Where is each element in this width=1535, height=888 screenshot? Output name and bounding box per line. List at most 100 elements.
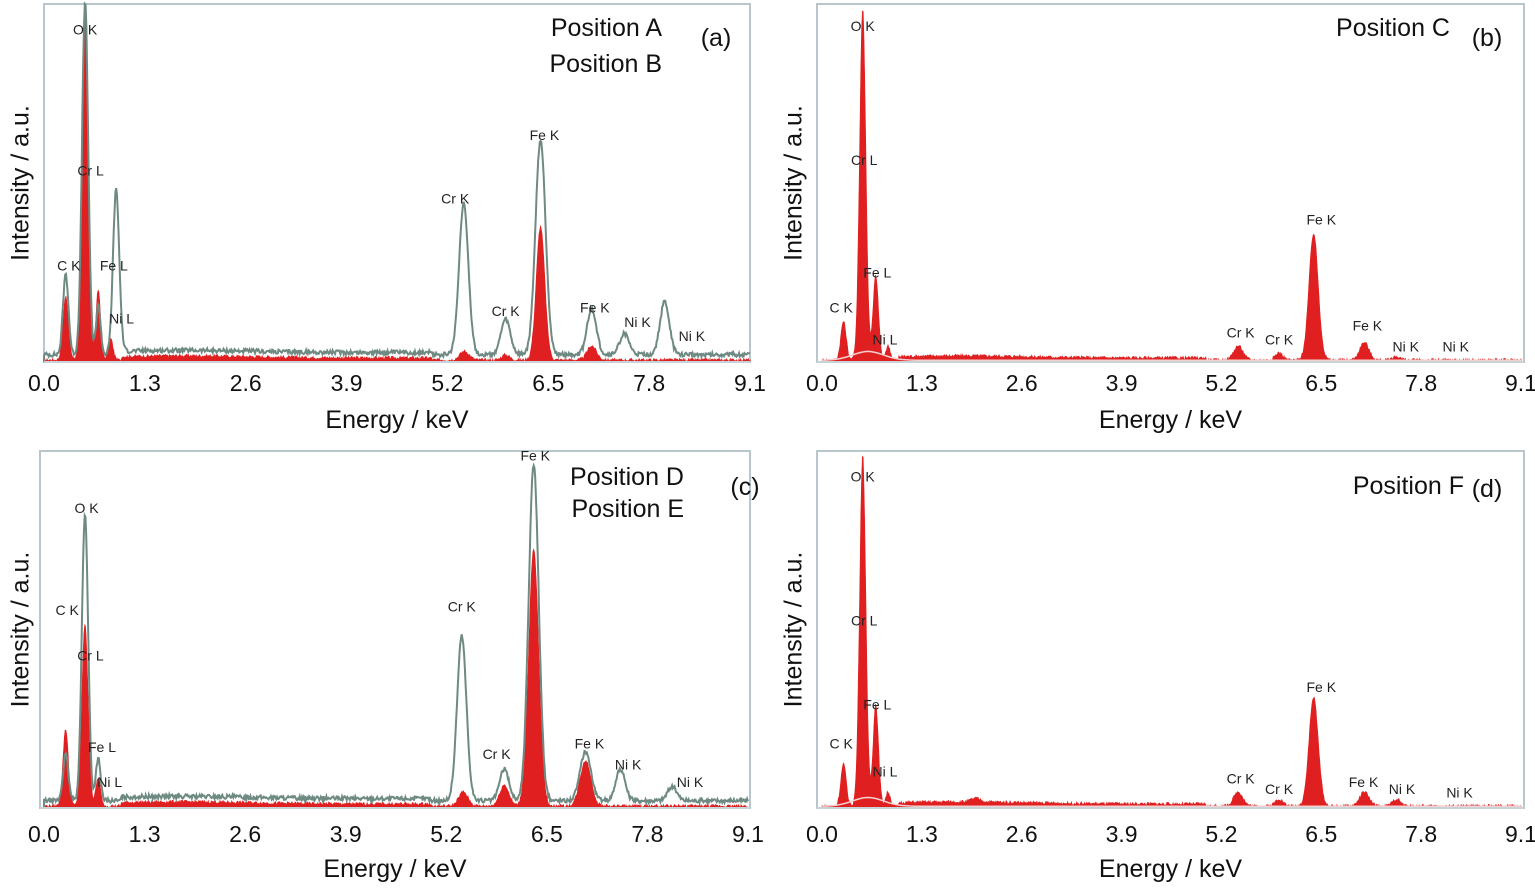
legend-entry: Position B [549, 50, 662, 78]
peak-label: Cr L [851, 152, 878, 168]
peak-label: Fe L [100, 257, 128, 273]
peak-label: Fe L [863, 697, 891, 713]
peak-label: O K [73, 22, 98, 38]
y-axis-title: Intensity / a.u. [7, 105, 35, 261]
x-tick-label: 0.0 [806, 370, 838, 396]
x-tick-label: 7.8 [631, 821, 663, 847]
legend-entry: Position F [1353, 472, 1464, 500]
peak-label: Ni K [1442, 338, 1469, 354]
x-tick-label: 7.8 [1405, 370, 1437, 396]
peak-label: Ni K [677, 774, 704, 790]
series-area-position-a [43, 7, 751, 363]
plot-frame [816, 450, 1525, 809]
peak-label: Ni L [873, 763, 898, 779]
x-tick-label: 2.6 [1006, 370, 1038, 396]
peak-label: Ni L [873, 331, 898, 347]
panel-letter: (d) [1472, 475, 1503, 503]
panel-letter: (a) [701, 24, 732, 52]
x-tick-label: 3.9 [1106, 370, 1138, 396]
x-tick-label: 1.3 [906, 821, 938, 847]
x-axis-title: Energy / keV [323, 855, 466, 883]
background-fit-line [822, 350, 1521, 361]
x-tick-label: 3.9 [330, 821, 362, 847]
peak-label: Cr K [448, 598, 477, 614]
peak-label: Cr K [1265, 331, 1294, 347]
series-area-position-d [43, 548, 749, 809]
series-line-position-e [43, 462, 749, 808]
peak-label: Cr K [483, 746, 512, 762]
x-axis-title: Energy / keV [325, 406, 468, 434]
x-tick-label: 6.5 [1305, 370, 1337, 396]
legend-entry: Position D [570, 463, 684, 491]
panel-letter: (b) [1472, 24, 1503, 52]
y-axis-title: Intensity / a.u. [780, 105, 808, 261]
x-tick-label: 9.1 [734, 370, 766, 396]
peak-label: C K [56, 602, 80, 618]
spectrum-panel-1: O K Cr L C K Fe L Ni L Cr K Fe K Cr K Fe K Ni K Ni… [7, 1, 766, 434]
x-tick-label: 1.3 [129, 821, 161, 847]
x-tick-label: 0.0 [806, 821, 838, 847]
x-tick-label: 7.8 [1405, 821, 1437, 847]
peak-label: Fe K [1353, 317, 1383, 333]
peak-label: Cr L [851, 612, 878, 628]
x-tick-label: 5.2 [1205, 370, 1237, 396]
peak-label: Cr K [1227, 770, 1256, 786]
x-tick-label: 3.9 [1106, 821, 1138, 847]
y-axis-title: Intensity / a.u. [7, 552, 35, 708]
peak-label: Cr L [77, 162, 104, 178]
peak-label: Ni K [679, 328, 706, 344]
plot-frame [816, 3, 1525, 363]
x-tick-label: 1.3 [129, 370, 161, 396]
peak-label: Cr K [492, 303, 521, 319]
peak-label: Cr K [1265, 781, 1294, 797]
x-tick-label: 9.1 [732, 821, 764, 847]
legend-entry: Position A [551, 14, 663, 42]
x-tick-label: 1.3 [906, 370, 938, 396]
x-tick-label: 6.5 [531, 821, 563, 847]
peak-label: Ni K [624, 314, 651, 330]
peak-label: C K [830, 300, 854, 316]
peak-label: Fe L [88, 739, 116, 755]
peak-label: Ni K [1446, 784, 1473, 800]
series-area-position-f [821, 455, 1522, 809]
x-tick-label: 0.0 [28, 821, 60, 847]
x-tick-label: 6.5 [1305, 821, 1337, 847]
peak-label: Fe L [863, 265, 891, 281]
x-axis-title: Energy / keV [1099, 855, 1242, 883]
spectrum-panel-3: Fe K O K C K Cr L Fe L Ni L Cr K Cr K Fe K Ni K Ni… [7, 448, 764, 883]
peak-label: Fe K [1306, 212, 1336, 228]
peak-label: Ni K [1393, 338, 1420, 354]
peak-label: O K [74, 500, 99, 516]
peak-label: C K [57, 257, 81, 273]
x-tick-label: 2.6 [230, 370, 262, 396]
peak-label: Fe K [530, 127, 560, 143]
x-tick-label: 0.0 [28, 370, 60, 396]
peak-label: Fe K [575, 735, 605, 751]
x-tick-label: 2.6 [229, 821, 261, 847]
x-tick-label: 3.9 [331, 370, 363, 396]
peak-label: C K [830, 735, 854, 751]
x-tick-label: 7.8 [633, 370, 665, 396]
x-axis-title: Energy / keV [1099, 406, 1242, 434]
peak-label: Cr K [441, 191, 470, 207]
peak-label: O K [851, 469, 876, 485]
peak-label: Fe K [520, 448, 550, 464]
peak-label: Ni K [1389, 781, 1416, 797]
peak-label: Cr K [1227, 324, 1256, 340]
peak-label: Ni L [109, 310, 134, 326]
x-tick-label: 2.6 [1006, 821, 1038, 847]
background-fit-line [822, 796, 1521, 807]
legend-entry: Position C [1336, 14, 1450, 42]
peak-label: Cr L [77, 648, 104, 664]
x-tick-label: 9.1 [1505, 821, 1535, 847]
y-axis-title: Intensity / a.u. [780, 552, 808, 708]
peak-label: O K [851, 18, 876, 34]
legend-entry: Position E [571, 495, 684, 523]
x-tick-label: 5.2 [1205, 821, 1237, 847]
panel-letter: (c) [730, 473, 759, 501]
peak-label: Ni K [615, 756, 642, 772]
series-line-position-b [43, 1, 751, 362]
x-tick-label: 5.2 [431, 370, 463, 396]
peak-label: Fe K [580, 300, 610, 316]
